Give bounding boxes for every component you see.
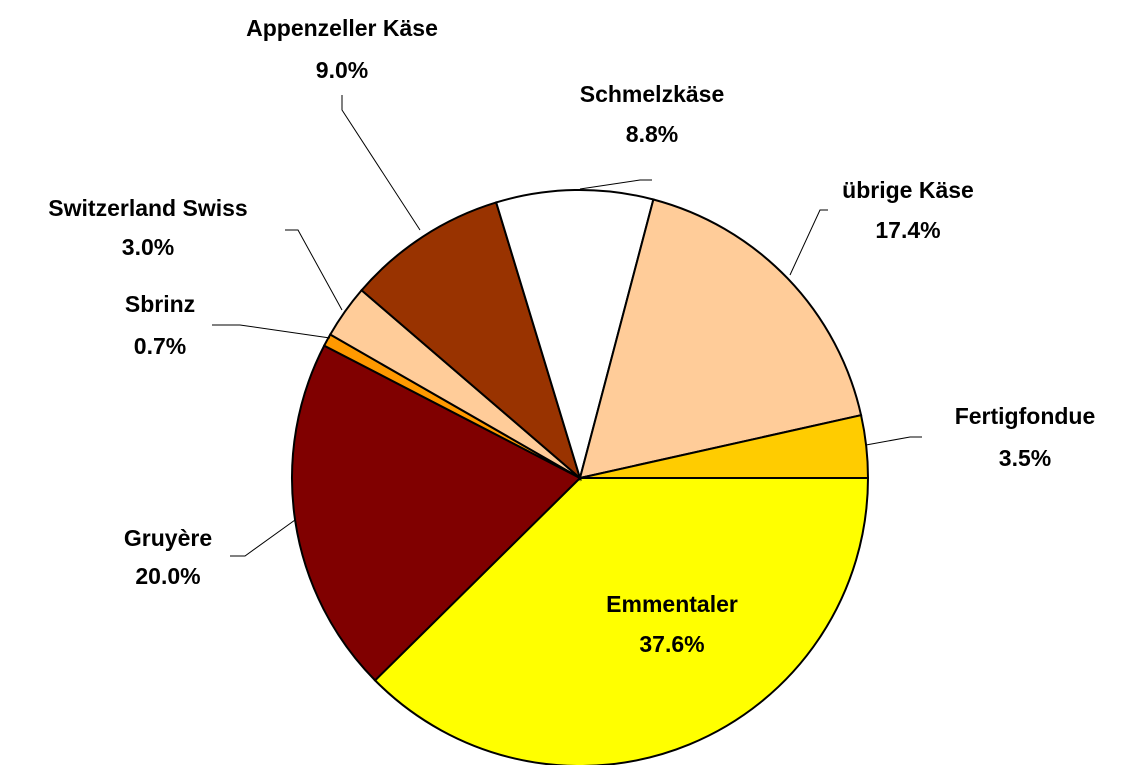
slice-label: übrige Käse bbox=[842, 177, 974, 203]
slices bbox=[291, 189, 870, 765]
leader-line bbox=[579, 179, 652, 190]
slice-label: Schmelzkäse bbox=[580, 81, 724, 107]
pie-slice bbox=[579, 413, 870, 479]
slice-label: Appenzeller Käse bbox=[246, 15, 438, 41]
pie-slice bbox=[291, 344, 582, 682]
leader-lines bbox=[212, 95, 922, 557]
leader-line bbox=[865, 436, 922, 446]
slice-label: Fertigfondue bbox=[955, 403, 1096, 429]
leader-line bbox=[789, 209, 828, 276]
leader-line bbox=[285, 229, 343, 311]
value-label: 37.6% bbox=[639, 631, 704, 657]
pie-slice bbox=[578, 198, 863, 480]
pie-slice bbox=[373, 477, 870, 765]
value-label: 20.0% bbox=[135, 563, 200, 589]
pie-slice bbox=[494, 189, 655, 482]
pie-slice bbox=[360, 201, 582, 482]
slice-label: Sbrinz bbox=[125, 291, 195, 317]
value-label: 3.5% bbox=[999, 445, 1051, 471]
slice-label: Gruyère bbox=[124, 525, 212, 551]
leader-line bbox=[230, 519, 296, 557]
value-label: 17.4% bbox=[875, 217, 940, 243]
slice-label: Emmentaler bbox=[606, 591, 738, 617]
value-label: 8.8% bbox=[626, 121, 678, 147]
value-label: 0.7% bbox=[134, 333, 186, 359]
slice-label: Switzerland Swiss bbox=[48, 195, 247, 221]
leader-line bbox=[212, 324, 331, 339]
value-label: 9.0% bbox=[316, 57, 368, 83]
value-label: 3.0% bbox=[122, 234, 174, 260]
leader-line bbox=[341, 95, 421, 231]
